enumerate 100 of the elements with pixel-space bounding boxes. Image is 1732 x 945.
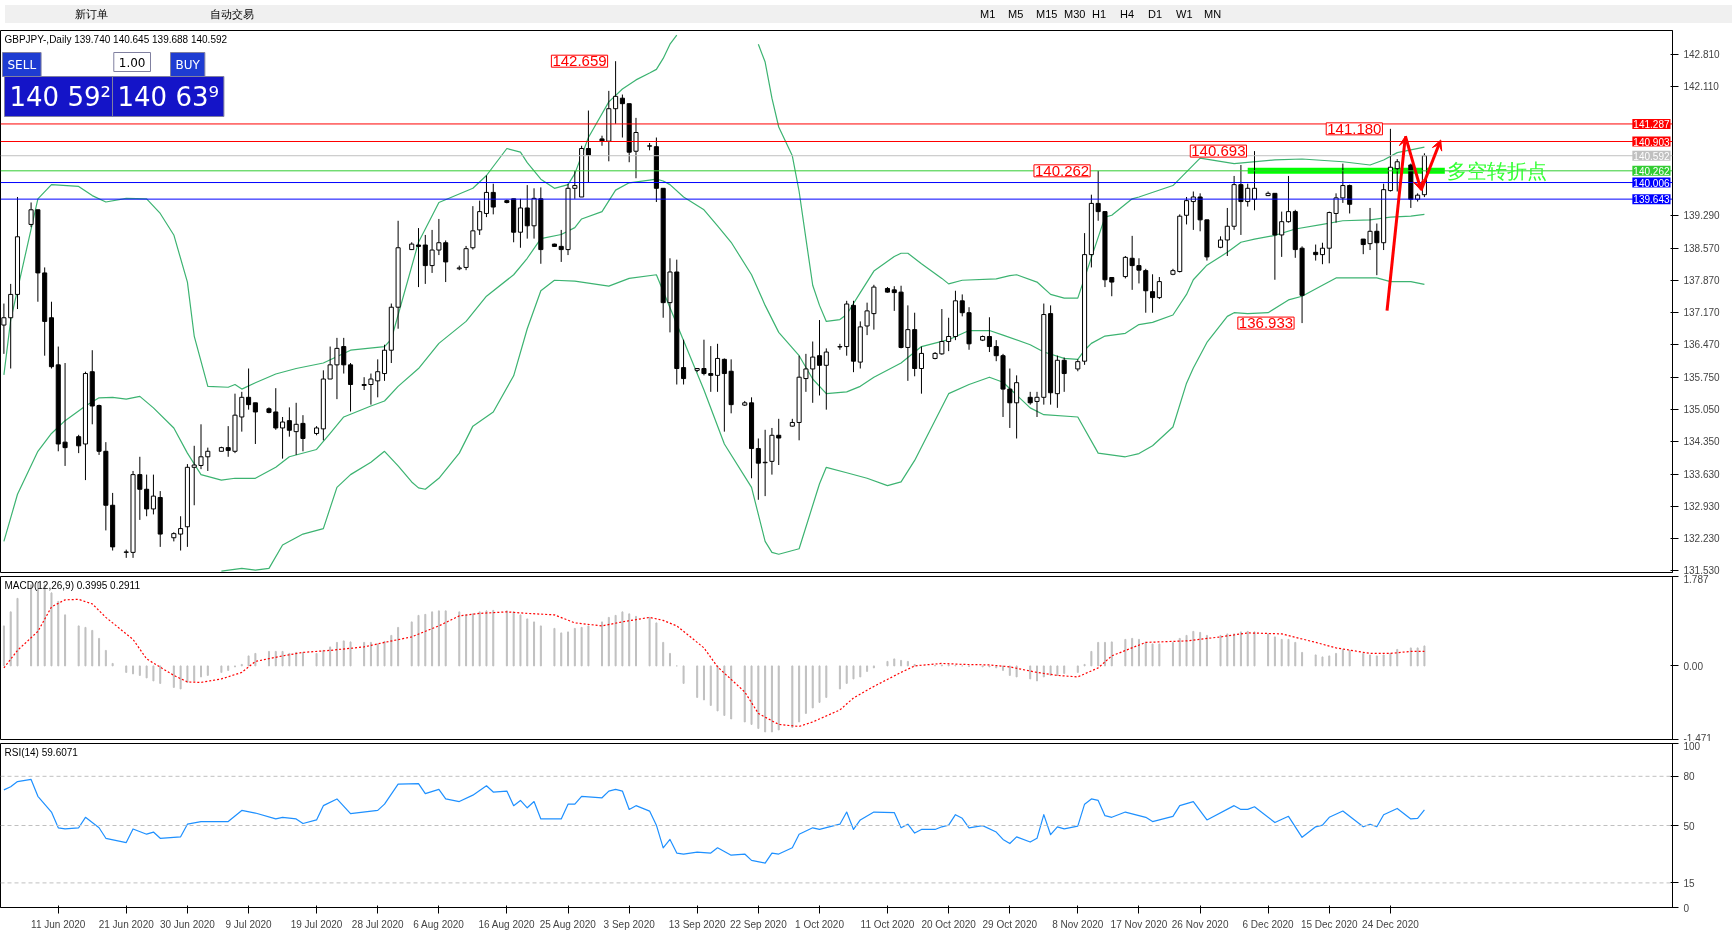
y-tick-label: 138.570 [1683, 243, 1721, 255]
candlestick [470, 205, 476, 251]
x-tick-label: 22 Sep 2020 [729, 918, 788, 930]
candlestick [347, 362, 354, 412]
candlestick [1319, 242, 1326, 265]
candlestick [816, 319, 823, 396]
text: M15 [1036, 7, 1058, 22]
candlestick [681, 339, 687, 386]
y-tick-label: 80 [1683, 771, 1696, 783]
candlestick [1143, 268, 1149, 314]
text: H4 [1120, 7, 1135, 22]
chart-title: RSI(14) 59.6071 [4, 746, 79, 758]
x-tick-label: 13 Sep 2020 [668, 918, 726, 930]
text: M1 [980, 7, 996, 22]
text: M30 [1064, 7, 1086, 22]
candlestick [381, 344, 388, 382]
x-tick-label: 24 Dec 2020 [1362, 918, 1420, 930]
ref-line-label: 140.903 [1633, 136, 1670, 148]
y-tick-label: 15 [1683, 877, 1696, 889]
x-tick-label: 6 Dec 2020 [1242, 918, 1295, 930]
text: W1 [1176, 7, 1193, 22]
annotation: BUY [175, 57, 201, 72]
y-tick-label: 135.050 [1683, 404, 1721, 416]
chart-title: GBPJPY-,Daily 139.740 140.645 139.688 140.592 [4, 33, 228, 45]
candlestick [715, 343, 721, 393]
x-tick-label: 28 Jul 2020 [351, 918, 405, 930]
x-tick-label: 8 Nov 2020 [1052, 918, 1104, 930]
annotation: 140 59² [9, 81, 111, 112]
x-tick-label: 19 Jul 2020 [290, 918, 343, 930]
line-series [3, 778, 1426, 864]
ref-line-label: 140.006 [1633, 177, 1670, 189]
x-tick-label: 26 Nov 2020 [1171, 918, 1229, 930]
candlestick [144, 474, 150, 517]
x-tick-label: 29 Oct 2020 [982, 918, 1038, 930]
y-tick-label: 137.870 [1683, 275, 1721, 287]
annotation: 142.659 [552, 52, 607, 70]
candlestick [1061, 357, 1067, 393]
candlestick [76, 434, 82, 454]
candlestick [205, 447, 211, 472]
candlestick [1183, 196, 1190, 225]
x-tick-label: 20 Oct 2020 [921, 918, 977, 930]
line-series [3, 598, 1426, 728]
candlestick [280, 416, 286, 460]
text: M5 [1008, 7, 1024, 22]
candlestick [477, 200, 483, 236]
candlestick [1150, 273, 1156, 314]
y-tick-label: 136.470 [1683, 339, 1721, 351]
y-tick-label: 142.110 [1683, 81, 1720, 93]
candlestick [959, 293, 965, 317]
annotation: 140.693 [1191, 142, 1246, 160]
ref-line-label: 139.643 [1633, 194, 1670, 206]
text: H1 [1092, 7, 1107, 22]
text: D1 [1148, 7, 1163, 22]
candlestick [1285, 175, 1292, 224]
annotation: 1.00 [118, 55, 146, 70]
candlestick [823, 347, 829, 411]
annotation: 136.933 [1238, 314, 1294, 332]
candlestick [585, 110, 591, 184]
line-series [220, 274, 1426, 572]
chart-title: MACD(12,26,9) 0.3995 0.2911 [4, 579, 141, 591]
y-tick-label: 0.00 [1683, 660, 1704, 672]
y-tick-label: 132.230 [1683, 533, 1721, 545]
x-tick-label: 9 Jul 2020 [225, 918, 273, 930]
candlestick [150, 474, 156, 515]
x-tick-label: 11 Jun 2020 [31, 918, 86, 930]
ref-line-label: 141.287 [1633, 118, 1670, 130]
annotation: SELL [7, 57, 37, 72]
candlestick [993, 339, 999, 362]
y-tick-label: 133.630 [1683, 469, 1721, 481]
y-tick-label: 142.810 [1683, 49, 1721, 61]
x-tick-label: 16 Aug 2020 [478, 918, 536, 930]
text: 新订单 [75, 7, 108, 22]
x-tick-label: 17 Nov 2020 [1110, 918, 1168, 930]
candlestick [1224, 207, 1230, 257]
ref-line-label: 140.592 [1633, 150, 1670, 162]
y-tick-label: 135.750 [1683, 372, 1721, 384]
annotation: 140.262 [1034, 161, 1090, 179]
candlestick [252, 402, 258, 445]
candlestick [246, 368, 252, 411]
candlestick [415, 227, 422, 288]
y-tick-label: 50 [1683, 820, 1696, 832]
y-tick-label: 139.290 [1683, 210, 1721, 222]
text: MN [1204, 7, 1222, 22]
x-tick-label: 3 Sep 2020 [603, 918, 656, 930]
candlestick [1156, 276, 1162, 300]
x-tick-label: 6 Aug 2020 [413, 918, 465, 930]
x-tick-label: 21 Jun 2020 [98, 918, 155, 930]
line-series [3, 178, 1426, 542]
candlestick [8, 283, 14, 370]
y-tick-label: 132.930 [1683, 501, 1721, 513]
x-tick-label: 1 Oct 2020 [795, 918, 845, 930]
x-tick-label: 15 Dec 2020 [1300, 918, 1359, 930]
y-tick-label: 0 [1683, 902, 1690, 914]
candlestick [613, 60, 619, 125]
annotation: 141.180 [1327, 119, 1382, 137]
candlestick [483, 174, 490, 218]
y-tick-label: 137.170 [1683, 307, 1721, 319]
x-tick-label: 25 Aug 2020 [539, 918, 597, 930]
candlestick [619, 94, 625, 139]
text: 自动交易 [210, 7, 254, 22]
